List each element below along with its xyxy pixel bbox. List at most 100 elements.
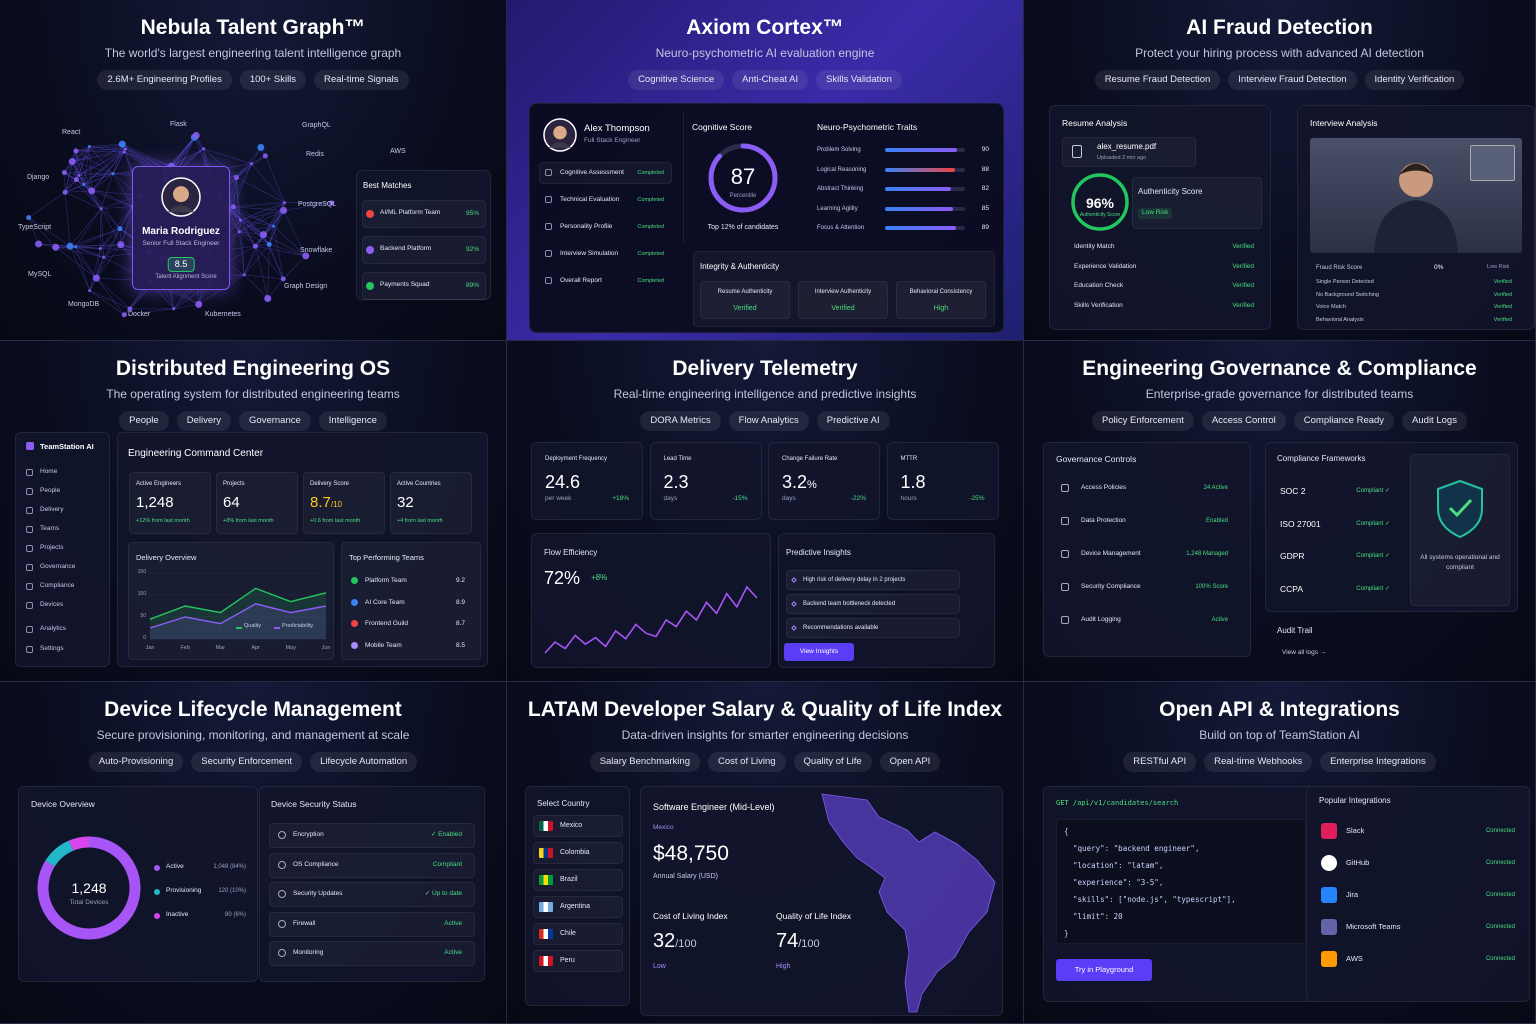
graph-edge: [89, 143, 123, 147]
salary-country: Mexico: [653, 824, 674, 831]
graph-edge: [233, 206, 264, 235]
audit-link[interactable]: View all logs →: [1282, 649, 1327, 656]
interview-title: Interview Analysis: [1310, 118, 1378, 128]
tag-row: Auto-Provisioning Security Enforcement Lif…: [88, 752, 418, 772]
graph-edge: [78, 143, 123, 176]
graph-edge: [251, 163, 285, 203]
panel: Delivery Telemetry Real-time engineering …: [507, 341, 1024, 682]
graph-edge: [64, 184, 84, 193]
graph-edge: [83, 173, 114, 185]
graph-node: [68, 158, 76, 166]
controls-title: Governance Controls: [1056, 454, 1137, 464]
trait-name: Logical Reasoning: [817, 166, 867, 173]
file-icon: [1072, 145, 1082, 158]
panel-subtitle: Real-time engineering intelligence and p…: [613, 387, 917, 401]
graph-edge: [122, 143, 167, 170]
profile-score-label: Talent Alignment Score: [155, 274, 217, 280]
control-status: 100% Score: [1195, 584, 1228, 590]
panel-subtitle: Protect your hiring process with advance…: [1135, 46, 1424, 60]
match-name: AI/ML Platform Team: [380, 209, 441, 216]
graph-edge: [236, 177, 241, 221]
trait-track: [885, 167, 965, 172]
tag-row: Salary Benchmarking Cost of Living Quality…: [589, 752, 941, 772]
framework-status: Compliant ✓: [1356, 520, 1390, 527]
graph-edge: [91, 190, 133, 207]
panel-header: LATAM Developer Salary & Quality of Life…: [507, 699, 1023, 772]
flag: [539, 875, 553, 885]
nav-item: Compliance: [40, 582, 75, 589]
trait-name: Abstract Thinking: [817, 186, 864, 192]
cognitive-label: Percentile: [729, 193, 757, 199]
graph-edge: [112, 173, 133, 207]
step-icon: [545, 250, 552, 257]
graph-edge: [171, 137, 195, 167]
graph-node: [98, 246, 102, 250]
team-name: AI Core Team: [365, 598, 405, 606]
flag: [539, 956, 553, 966]
index-value: 74: [776, 930, 799, 952]
code-line: "location": "latam",: [1064, 861, 1164, 870]
graph-node: [102, 255, 106, 259]
graph-edge: [100, 173, 114, 209]
graph-node: [302, 252, 310, 260]
tag: Auto-Provisioning: [88, 752, 184, 772]
step-icon: [545, 169, 552, 176]
graph-edge: [72, 148, 126, 162]
legend-name: Active: [166, 863, 184, 870]
legend-label: Predictability: [282, 623, 314, 629]
graphics: [821, 793, 996, 1013]
index-value-row: 74/100: [776, 931, 820, 951]
skill-label: Django: [27, 174, 50, 181]
tag: Access Control: [1201, 411, 1286, 431]
trait-bar: [885, 206, 953, 211]
tag: Audit Logs: [1402, 411, 1467, 431]
country-name: Colombia: [560, 849, 590, 856]
delivery-title: Delivery Overview: [136, 553, 197, 562]
graph-edge: [228, 207, 270, 245]
graph-edge: [78, 146, 90, 176]
security-icon: [278, 949, 286, 957]
framework-name: ISO 27001: [1280, 518, 1321, 529]
y-tick-label: 0: [143, 635, 146, 641]
team-score: 8.7: [455, 620, 465, 627]
graph-edge: [89, 248, 101, 291]
panel-title: Engineering Governance & Compliance: [1082, 357, 1477, 380]
graph-edge: [96, 248, 101, 279]
step-status: Completed: [637, 251, 664, 257]
trait-bar: [885, 187, 951, 191]
graph-node: [61, 170, 67, 176]
security-icon: [278, 890, 286, 898]
graph-edge: [120, 206, 133, 245]
graph-node: [242, 273, 246, 277]
team-name: Platform Team: [365, 577, 407, 584]
graphics: [1374, 153, 1499, 253]
trait-value: 89: [981, 224, 989, 231]
graph-node: [237, 230, 241, 234]
insights-button[interactable]: View Insights: [784, 643, 854, 661]
graph-edge: [64, 172, 114, 174]
integration-name: Slack: [1346, 826, 1365, 835]
graph-edge: [240, 202, 285, 221]
graphics: [149, 572, 327, 640]
graph-node: [280, 206, 288, 214]
graph-edge: [238, 220, 241, 232]
interview-check-name: Behavioral Analysis: [1316, 316, 1364, 323]
graph-node: [250, 162, 254, 166]
tag-row: Cognitive Science Anti-Cheat AI Skills Val…: [628, 70, 902, 90]
graph-node: [52, 243, 60, 251]
divider: [683, 112, 801, 242]
line-series: [149, 587, 327, 620]
metric-value: 2.3: [663, 472, 689, 492]
step-name: Cognitive Assessment: [560, 169, 624, 176]
integrity-card: [693, 251, 995, 327]
api-button[interactable]: Try in Playground: [1056, 959, 1152, 981]
graph-edge: [255, 210, 284, 247]
metric-value: 24.6: [545, 472, 581, 492]
nav-icon: [26, 507, 33, 514]
avatar-body: [548, 142, 572, 148]
graph-edge: [236, 163, 252, 178]
graph-edge: [251, 155, 266, 164]
integration-status: Connected: [1485, 924, 1515, 930]
graph-edge: [233, 206, 240, 232]
metric-card: [649, 442, 762, 520]
